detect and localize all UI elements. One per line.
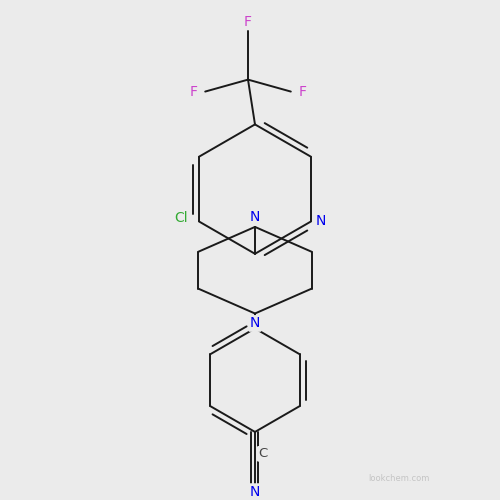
Text: N: N	[250, 484, 260, 498]
Text: N: N	[250, 210, 260, 224]
Text: N: N	[250, 316, 260, 330]
Text: F: F	[190, 84, 198, 98]
Text: N: N	[316, 214, 326, 228]
Text: C: C	[258, 448, 268, 460]
Text: F: F	[244, 15, 252, 29]
Text: Cl: Cl	[174, 212, 188, 226]
Text: lookchem.com: lookchem.com	[368, 474, 430, 482]
Text: F: F	[298, 84, 306, 98]
